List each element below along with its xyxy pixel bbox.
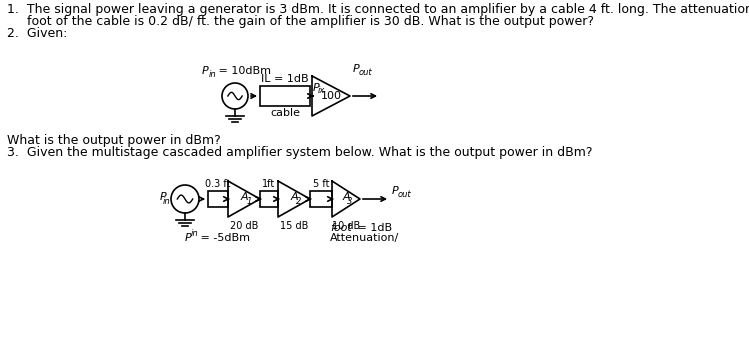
Text: 3.  Given the multistage cascaded amplifier system below. What is the output pow: 3. Given the multistage cascaded amplifi… bbox=[7, 146, 592, 159]
Text: = -5dBm: = -5dBm bbox=[197, 233, 250, 243]
Text: P: P bbox=[185, 233, 192, 243]
Text: 0.3 ft: 0.3 ft bbox=[205, 179, 231, 189]
Text: A: A bbox=[240, 192, 248, 202]
Text: A: A bbox=[290, 192, 298, 202]
Text: in: in bbox=[191, 229, 198, 238]
Text: 20 dB: 20 dB bbox=[230, 221, 258, 231]
Text: P: P bbox=[160, 192, 166, 202]
Text: 1ft: 1ft bbox=[262, 179, 276, 189]
Text: 2: 2 bbox=[297, 196, 302, 206]
Text: out: out bbox=[359, 68, 372, 77]
Text: P: P bbox=[392, 186, 398, 196]
Bar bbox=[260, 86, 310, 106]
Text: 1.  The signal power leaving a generator is 3 dBm. It is connected to an amplifi: 1. The signal power leaving a generator … bbox=[7, 3, 749, 16]
Text: Attenuation/: Attenuation/ bbox=[330, 233, 399, 243]
Text: 15 dB: 15 dB bbox=[280, 221, 308, 231]
Text: What is the output power in dBm?: What is the output power in dBm? bbox=[7, 134, 221, 147]
Text: foot: foot bbox=[330, 223, 352, 233]
Text: 100: 100 bbox=[321, 91, 342, 101]
Text: P: P bbox=[202, 66, 209, 76]
Text: foot of the cable is 0.2 dB/ ft. the gain of the amplifier is 30 dB. What is the: foot of the cable is 0.2 dB/ ft. the gai… bbox=[7, 15, 594, 28]
Text: cable: cable bbox=[270, 108, 300, 118]
Text: in: in bbox=[163, 196, 170, 206]
Text: P: P bbox=[313, 83, 320, 93]
Bar bbox=[310, 191, 332, 207]
Text: 3: 3 bbox=[348, 196, 353, 206]
Text: 10 dB: 10 dB bbox=[332, 221, 360, 231]
Text: 1: 1 bbox=[246, 196, 252, 206]
Text: = 1dB: = 1dB bbox=[354, 223, 392, 233]
Text: 5 ft: 5 ft bbox=[313, 179, 330, 189]
Text: A: A bbox=[342, 192, 350, 202]
Text: = 10dBm: = 10dBm bbox=[215, 66, 271, 76]
Text: P: P bbox=[353, 64, 360, 74]
Text: 2.  Given:: 2. Given: bbox=[7, 27, 67, 40]
Bar bbox=[208, 191, 228, 207]
Text: out: out bbox=[398, 190, 412, 199]
Text: ix: ix bbox=[318, 86, 325, 95]
Text: IL = 1dB: IL = 1dB bbox=[261, 74, 309, 84]
Bar bbox=[260, 191, 278, 207]
Text: in: in bbox=[209, 70, 216, 79]
